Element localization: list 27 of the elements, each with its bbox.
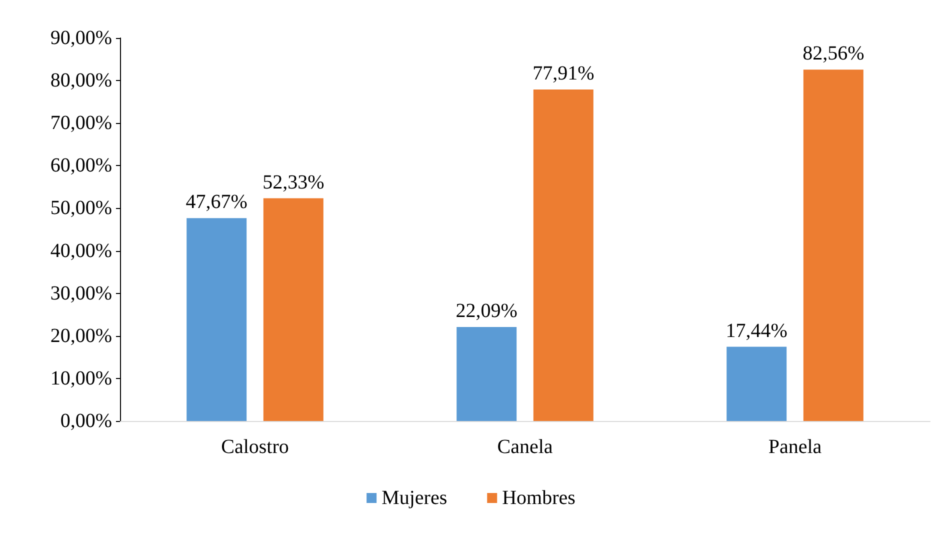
y-tick-label: 30,00%: [50, 282, 112, 304]
y-tick-label: 20,00%: [50, 324, 112, 347]
x-tick-label: Panela: [768, 436, 822, 458]
y-tick-label: 70,00%: [50, 112, 112, 134]
y-tick-label: 90,00%: [50, 27, 112, 49]
data-label: 52,33%: [262, 171, 324, 194]
y-tick-label: 60,00%: [50, 154, 112, 177]
legend-label: Hombres: [502, 487, 576, 509]
y-tick-label: 50,00%: [50, 197, 112, 220]
y-tick-label: 40,00%: [50, 240, 112, 262]
bar: [186, 218, 247, 421]
bar: [726, 346, 787, 421]
data-label: 77,91%: [532, 62, 594, 84]
y-tick-label: 80,00%: [50, 70, 112, 92]
bar: [263, 198, 324, 421]
x-tick-label: Canela: [497, 436, 553, 458]
legend-label: Mujeres: [382, 487, 448, 509]
bar: [803, 70, 864, 421]
bar: [456, 326, 517, 421]
data-label: 22,09%: [456, 300, 518, 322]
x-tick-label: Calostro: [221, 436, 289, 458]
y-tick-label: 10,00%: [50, 367, 112, 390]
data-label: 47,67%: [186, 191, 248, 214]
bar: [533, 89, 594, 421]
data-label: 82,56%: [802, 42, 864, 65]
data-label: 17,44%: [726, 320, 788, 342]
y-tick-label: 0,00%: [60, 410, 112, 432]
